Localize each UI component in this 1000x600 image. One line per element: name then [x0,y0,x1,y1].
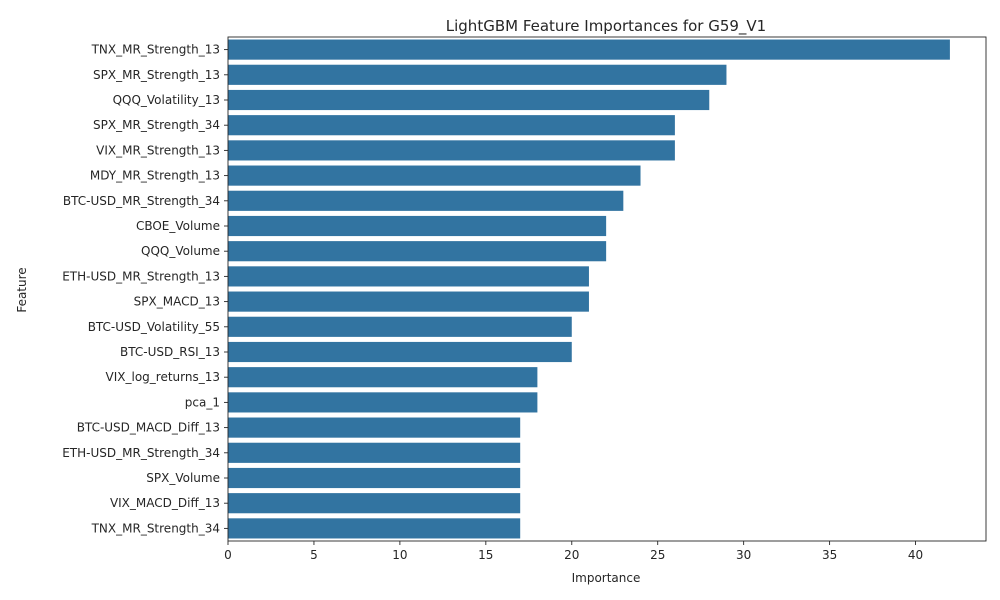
x-tick-label: 0 [224,548,232,562]
y-tick-label: SPX_MACD_13 [134,295,220,309]
x-tick-label: 20 [564,548,579,562]
bar [228,316,572,337]
x-tick-label: 30 [736,548,751,562]
x-axis-ticks: 0 5 10 15 20 25 30 35 40 [224,541,923,562]
y-tick-label: BTC-USD_MACD_Diff_13 [77,421,220,435]
x-tick-label: 25 [650,548,665,562]
bar [228,367,538,388]
y-axis-ticks: TNX_MR_Strength_13 SPX_MR_Strength_13 QQQ_… [62,43,228,535]
y-tick-label: BTC-USD_RSI_13 [120,345,220,359]
x-tick-label: 35 [822,548,837,562]
y-tick-label: MDY_MR_Strength_13 [90,169,220,183]
x-tick-label: 40 [908,548,923,562]
y-tick-label: SPX_Volume [146,471,220,485]
bar [228,115,675,136]
y-axis-title: Feature [15,267,29,312]
x-tick-label: 10 [392,548,407,562]
bar [228,442,521,463]
bar [228,165,641,186]
y-tick-label: ETH-USD_MR_Strength_34 [62,446,220,460]
bar [228,392,538,413]
y-tick-label: pca_1 [185,395,220,409]
bar [228,493,521,514]
bar [228,140,675,161]
bar [228,190,624,211]
y-tick-label: TNX_MR_Strength_34 [91,521,220,535]
bar [228,89,710,111]
y-tick-label: BTC-USD_Volatility_55 [88,320,220,334]
x-tick-label: 5 [310,548,318,562]
bar [228,215,607,237]
y-tick-label: ETH-USD_MR_Strength_13 [62,269,220,283]
y-tick-label: BTC-USD_MR_Strength_34 [63,194,220,208]
y-tick-label: VIX_MACD_Diff_13 [110,496,220,510]
y-tick-label: SPX_MR_Strength_13 [93,68,220,82]
bars-group [228,39,950,539]
bar [228,266,589,287]
bar [228,341,572,363]
x-tick-label: 15 [478,548,493,562]
y-tick-label: QQQ_Volume [141,244,220,258]
y-tick-label: SPX_MR_Strength_34 [93,118,220,132]
bar [228,64,727,85]
x-axis-title: Importance [572,571,641,585]
bar [228,291,589,312]
bar [228,417,521,438]
bar [228,39,950,60]
y-tick-label: VIX_log_returns_13 [106,370,220,384]
chart-title: LightGBM Feature Importances for G59_V1 [446,17,766,36]
y-tick-label: VIX_MR_Strength_13 [96,143,220,157]
y-tick-label: QQQ_Volatility_13 [113,93,220,107]
plot-frame [227,36,987,542]
bar [228,518,521,539]
bar [228,467,521,489]
y-tick-label: TNX_MR_Strength_13 [91,43,220,57]
bar [228,241,607,262]
y-tick-label: CBOE_Volume [136,219,220,233]
